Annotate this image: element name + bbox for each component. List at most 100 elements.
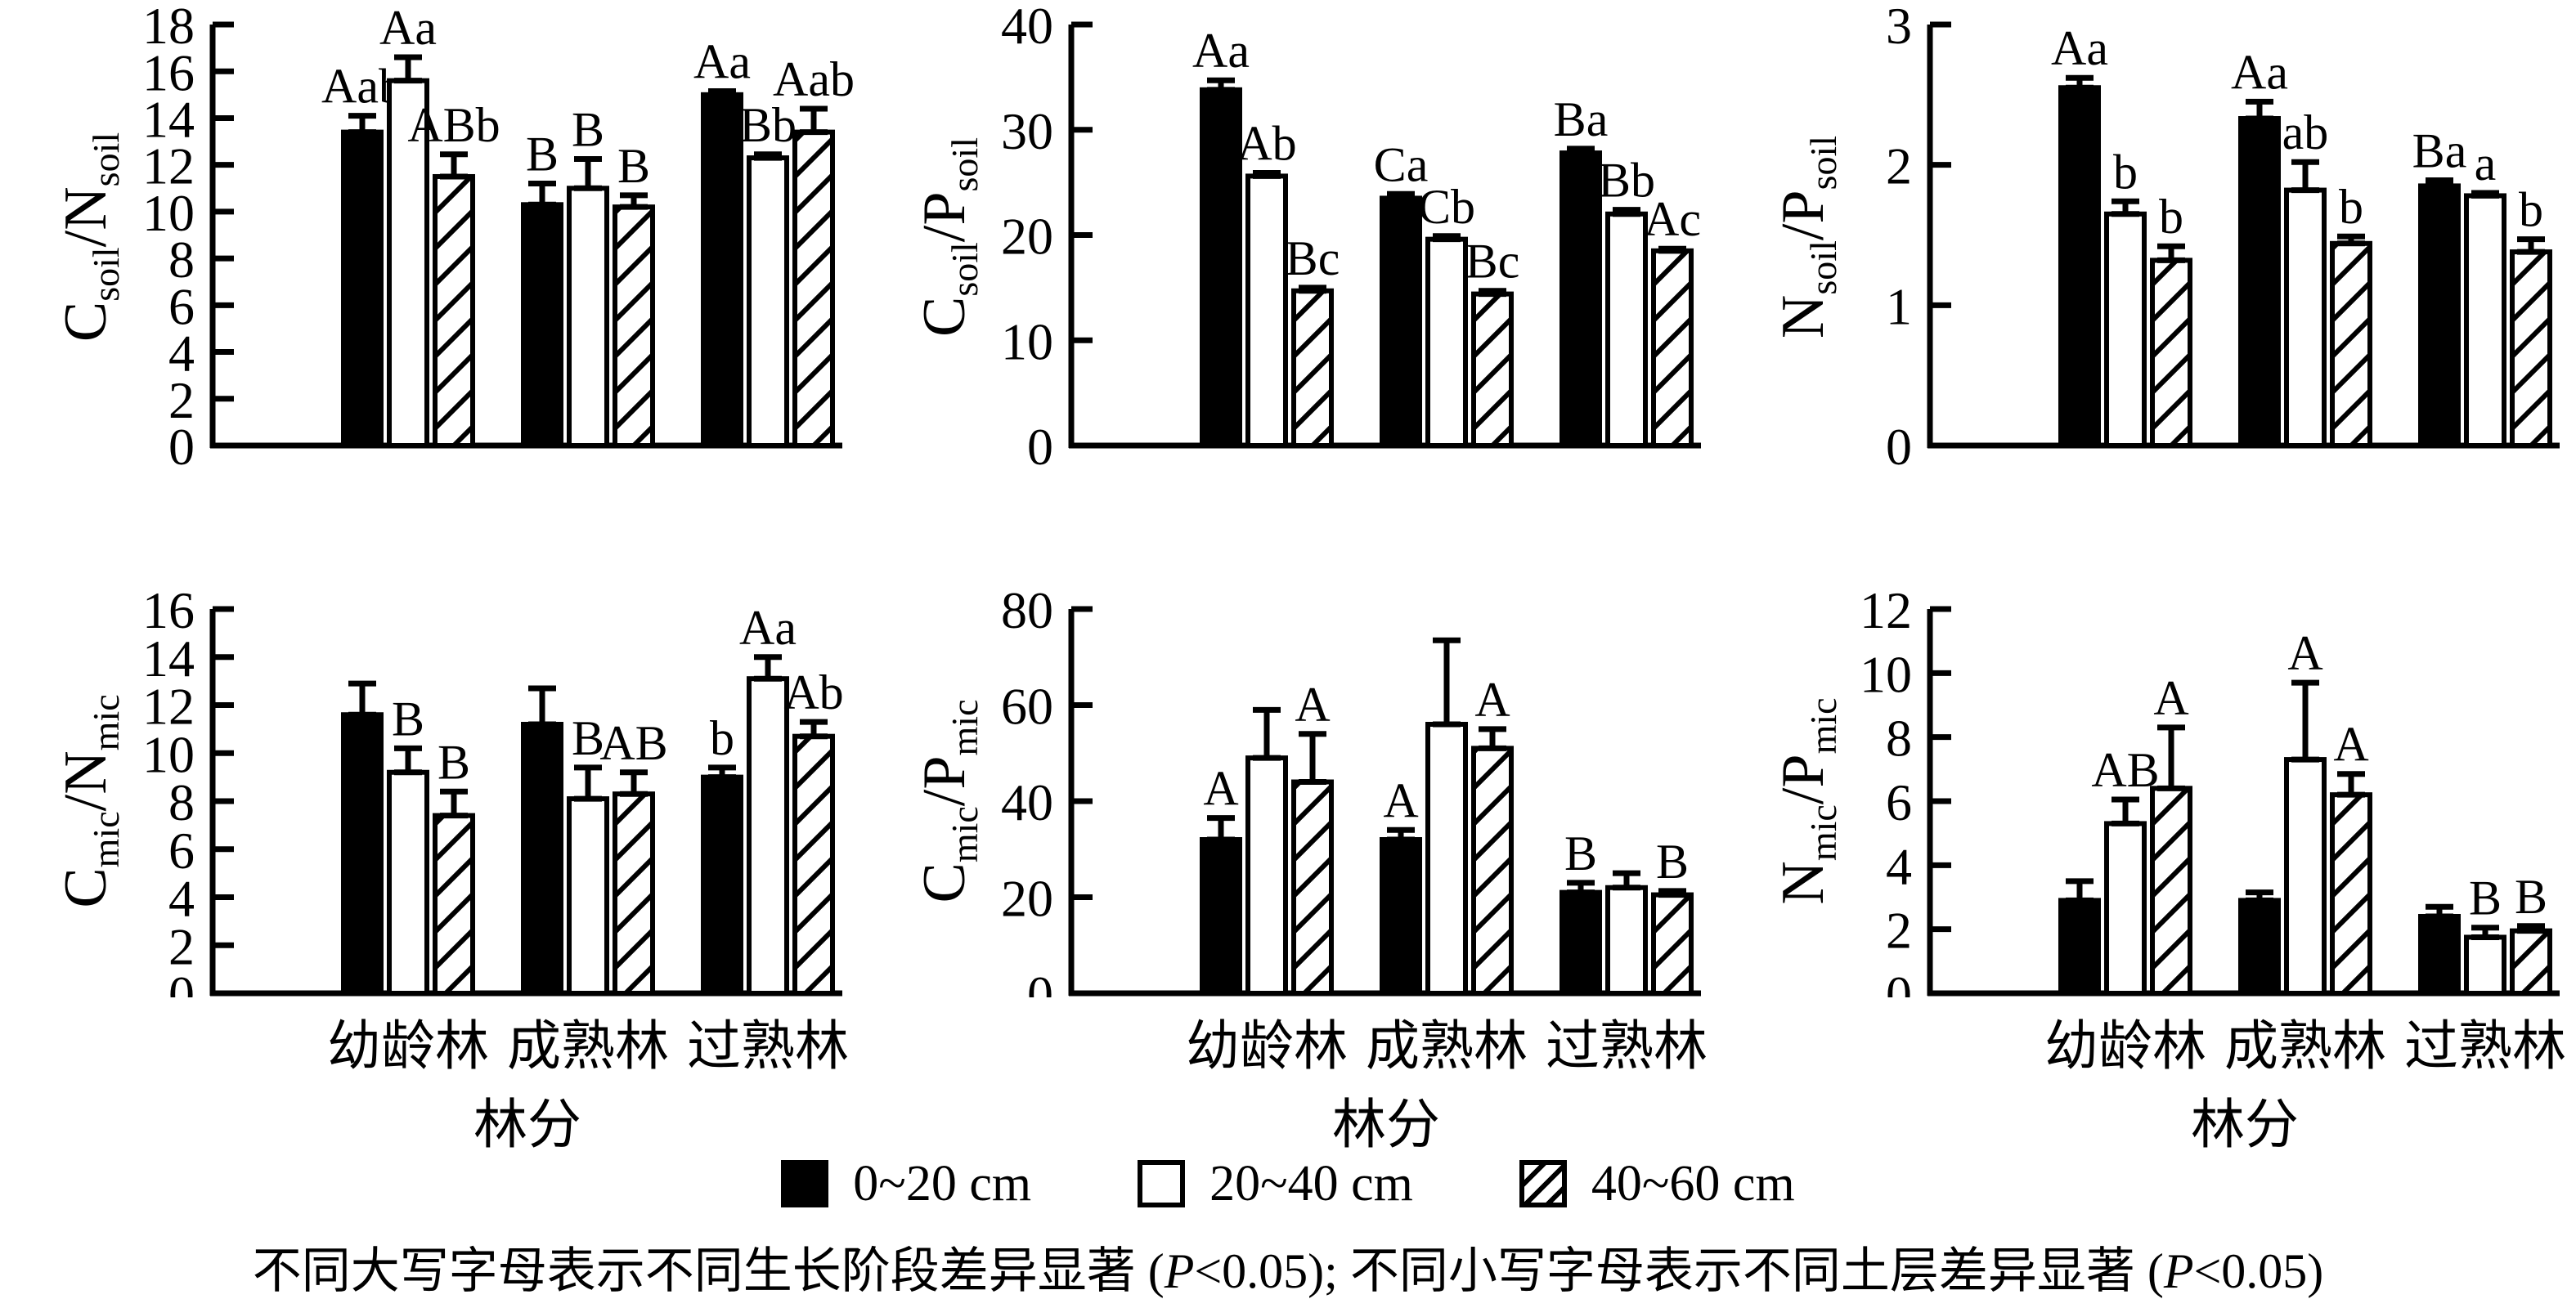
significance-letter: a bbox=[2475, 137, 2497, 190]
bar bbox=[1380, 195, 1422, 448]
bar bbox=[2104, 821, 2147, 996]
bar bbox=[1245, 173, 1288, 448]
legend-label: 0~20 cm bbox=[853, 1155, 1032, 1212]
y-tick-label: 18 bbox=[142, 0, 195, 55]
y-tick-label: 4 bbox=[168, 325, 195, 383]
y-tick-label: 8 bbox=[168, 773, 195, 831]
significance-letter: A bbox=[2153, 671, 2188, 725]
bar bbox=[1425, 236, 1468, 448]
bar bbox=[2058, 898, 2101, 996]
bar bbox=[1380, 837, 1422, 996]
panel-c-mic-p-mic: Cmic/Pmic 0 20 40 60 80 A A B A A B 幼龄林 成熟林 过熟林 林分 bbox=[859, 540, 1717, 1155]
y-tick-label: 0 bbox=[168, 965, 195, 997]
bar bbox=[2284, 187, 2327, 448]
x-category-label: 成熟林 bbox=[507, 1017, 669, 1077]
error-bar bbox=[1387, 826, 1415, 843]
bar bbox=[567, 186, 609, 448]
error-bar bbox=[2426, 177, 2453, 189]
y-tick-label: 2 bbox=[1886, 137, 1912, 195]
error-bar bbox=[2157, 724, 2185, 791]
bar-plot: 0 10 20 30 40 Aa Ca Ba Ab Cb Bb Bc Bc Ac bbox=[1001, 0, 1701, 476]
bar bbox=[1200, 837, 1242, 996]
bar bbox=[1200, 87, 1242, 448]
error-bar bbox=[800, 719, 828, 740]
y-tick-label: 0 bbox=[1886, 418, 1912, 476]
significance-letter: b bbox=[2113, 145, 2138, 199]
error-bar bbox=[1479, 288, 1506, 298]
bar bbox=[341, 129, 384, 448]
y-tick-label: 16 bbox=[142, 43, 195, 101]
error-bar bbox=[2426, 903, 2453, 920]
y-tick-label: 12 bbox=[1860, 581, 1912, 639]
bar bbox=[2464, 934, 2506, 997]
bar bbox=[1560, 150, 1602, 448]
bar bbox=[2058, 85, 2101, 448]
bar bbox=[2418, 183, 2461, 449]
bar bbox=[567, 796, 609, 996]
legend-swatch-hatch-icon bbox=[1519, 1160, 1567, 1207]
x-category-label: 成熟林 bbox=[2224, 1017, 2386, 1077]
error-bar bbox=[1613, 207, 1640, 217]
significance-letter: ABb bbox=[407, 98, 500, 152]
y-tick-label: 2 bbox=[168, 371, 195, 429]
error-bar bbox=[1253, 706, 1281, 761]
error-bar bbox=[574, 764, 602, 802]
error-bar bbox=[708, 764, 736, 781]
y-tick-label: 12 bbox=[142, 678, 195, 736]
bar bbox=[613, 791, 655, 996]
error-bar bbox=[1299, 731, 1326, 785]
caption-text: <0.05); 不同小写字母表示不同土层差异显著 ( bbox=[1194, 1244, 2164, 1298]
y-tick-label: 8 bbox=[1886, 710, 1912, 768]
error-bar bbox=[440, 151, 468, 180]
bar bbox=[1651, 892, 1694, 996]
y-tick-label: 80 bbox=[1001, 581, 1053, 639]
y-tick-label: 2 bbox=[168, 917, 195, 975]
bar bbox=[792, 129, 835, 448]
significance-letter: Ab bbox=[783, 665, 843, 719]
x-axis-title: 林分 bbox=[1332, 1095, 1440, 1155]
x-axis-title: 林分 bbox=[473, 1095, 581, 1155]
y-tick-label: 10 bbox=[142, 725, 195, 783]
error-bar bbox=[620, 192, 648, 210]
bar bbox=[1245, 755, 1288, 996]
bar bbox=[433, 173, 475, 448]
significance-letter: Bc bbox=[1286, 231, 1340, 285]
x-category-label: 过熟林 bbox=[2404, 1017, 2566, 1077]
figure-caption: 不同大写字母表示不同生长阶段差异显著 (P<0.05); 不同小写字母表示不同土… bbox=[0, 1231, 2576, 1302]
y-tick-label: 14 bbox=[142, 629, 195, 688]
y-tick-label: 0 bbox=[1027, 418, 1053, 476]
significance-letter: Ca bbox=[1374, 137, 1429, 191]
error-bar bbox=[708, 88, 736, 98]
error-bar bbox=[1658, 245, 1686, 254]
significance-letter: Aa bbox=[2051, 21, 2108, 75]
y-tick-label: 10 bbox=[142, 184, 195, 242]
error-bar bbox=[2112, 796, 2139, 826]
significance-letter: A bbox=[1474, 673, 1510, 727]
bar bbox=[1291, 779, 1334, 996]
significance-letter: Ba bbox=[1554, 92, 1609, 146]
y-tick-label: 0 bbox=[168, 418, 195, 476]
significance-letter: B bbox=[572, 711, 604, 765]
y-tick-label: 2 bbox=[1886, 902, 1912, 960]
panel-n-soil-p-soil: Nsoil/Psoil 0 1 2 3 Aa Aa Ba b ab a b b b bbox=[1717, 0, 2576, 540]
bar bbox=[747, 155, 789, 448]
caption-text: <0.05) bbox=[2193, 1244, 2324, 1298]
error-bar bbox=[1567, 146, 1595, 156]
bar bbox=[1651, 248, 1694, 448]
y-tick-label: 40 bbox=[1001, 773, 1053, 831]
error-bar bbox=[1253, 170, 1281, 179]
error-bar bbox=[2066, 878, 2094, 903]
bar bbox=[387, 769, 429, 996]
error-bar bbox=[528, 181, 556, 208]
bar bbox=[2238, 898, 2281, 996]
significance-letter: B bbox=[2469, 871, 2502, 925]
y-tick-label: 10 bbox=[1860, 645, 1912, 703]
error-bar bbox=[528, 685, 556, 728]
bar bbox=[2150, 258, 2192, 448]
error-bar bbox=[1299, 284, 1326, 294]
bar bbox=[1471, 746, 1514, 996]
bar bbox=[792, 733, 835, 996]
